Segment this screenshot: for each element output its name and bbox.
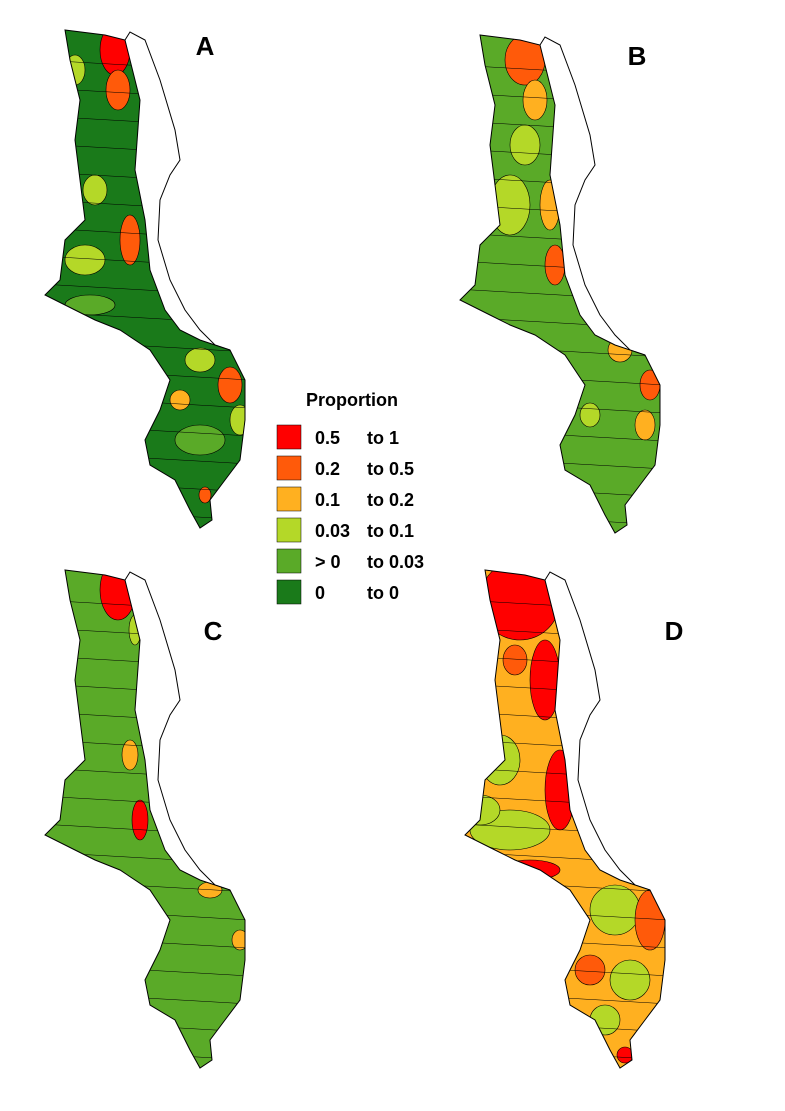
region [99,570,137,621]
district-border [465,627,665,641]
region [579,402,601,428]
panel-label: A [196,31,215,61]
region [634,889,665,951]
country-outline [44,29,246,529]
country-outline [464,569,666,1069]
district-border [460,120,660,134]
legend-from: 0.5 [315,428,340,448]
region [64,244,106,276]
district-border [45,1047,245,1061]
region [509,124,541,166]
district-border [460,148,660,162]
legend-to: to 0.5 [367,459,414,479]
map-panel [464,569,666,1069]
district-border [460,204,660,218]
district-border [465,739,665,753]
country-outline [459,34,661,534]
region [607,337,633,363]
region [479,570,561,641]
legend-swatch [276,517,302,543]
region [169,389,191,411]
regions [465,570,665,1068]
regions [45,30,245,528]
region [119,214,141,266]
lake [124,31,231,351]
legend-from: 0.2 [315,459,340,479]
legend-swatch [276,579,302,605]
legend-swatch [276,486,302,512]
legend-from: 0 [315,583,325,603]
region [229,404,245,436]
region [489,174,531,236]
legend-from: 0.1 [315,490,340,510]
legend: 0.5 to 1 0.2 to 0.5 0.1 to 0.2 0.03 to 0.1 > 0 to… [276,424,424,605]
region [105,69,131,111]
region [184,347,216,373]
region [64,294,116,316]
region [504,35,546,86]
region [634,409,656,441]
legend-from: > 0 [315,552,341,572]
legend-swatch [276,548,302,574]
district-border [45,87,245,101]
legend-swatch [276,455,302,481]
region [174,424,226,456]
region [82,174,108,206]
region [502,644,528,676]
country-base [45,30,245,528]
region [574,954,606,986]
district-border [460,176,660,190]
district-border [45,711,245,725]
region [544,749,576,831]
country-base [460,35,660,533]
district-border [45,115,245,129]
map-panel [459,34,661,534]
region [544,244,566,286]
district-border [465,711,665,725]
district-border [465,683,665,697]
country-outline [44,569,246,1069]
lake [124,571,231,891]
region [231,929,245,951]
lake [544,571,651,891]
region [522,79,548,121]
district-border [45,143,245,157]
region [198,486,212,504]
region [639,369,660,401]
district-border [45,739,245,753]
district-border [465,1047,665,1061]
lake [539,36,646,356]
region [121,739,139,771]
regions [460,35,660,533]
region [609,959,651,1001]
region [589,884,641,936]
legend-from: 0.03 [315,521,350,541]
region [99,30,131,76]
panel-label: D [665,616,684,646]
legend-to: to 0.03 [367,552,424,572]
legend-to: to 0.2 [367,490,414,510]
legend-to: to 0 [367,583,399,603]
district-border [460,92,660,106]
district-border [45,655,245,669]
district-border [45,199,245,213]
region [217,366,243,404]
legend-to: to 1 [367,428,399,448]
panel-label: B [628,41,647,71]
district-border [45,171,245,185]
district-border [45,683,245,697]
district-border [45,507,245,521]
legend-to: to 0.1 [367,521,414,541]
region [539,179,561,231]
legend-title: Proportion [306,390,398,410]
region [479,734,521,786]
map-panel [44,29,246,529]
district-border [465,655,665,669]
legend-swatch [276,424,302,450]
panel-label: C [204,616,223,646]
region [131,799,149,841]
district-border [460,512,660,526]
